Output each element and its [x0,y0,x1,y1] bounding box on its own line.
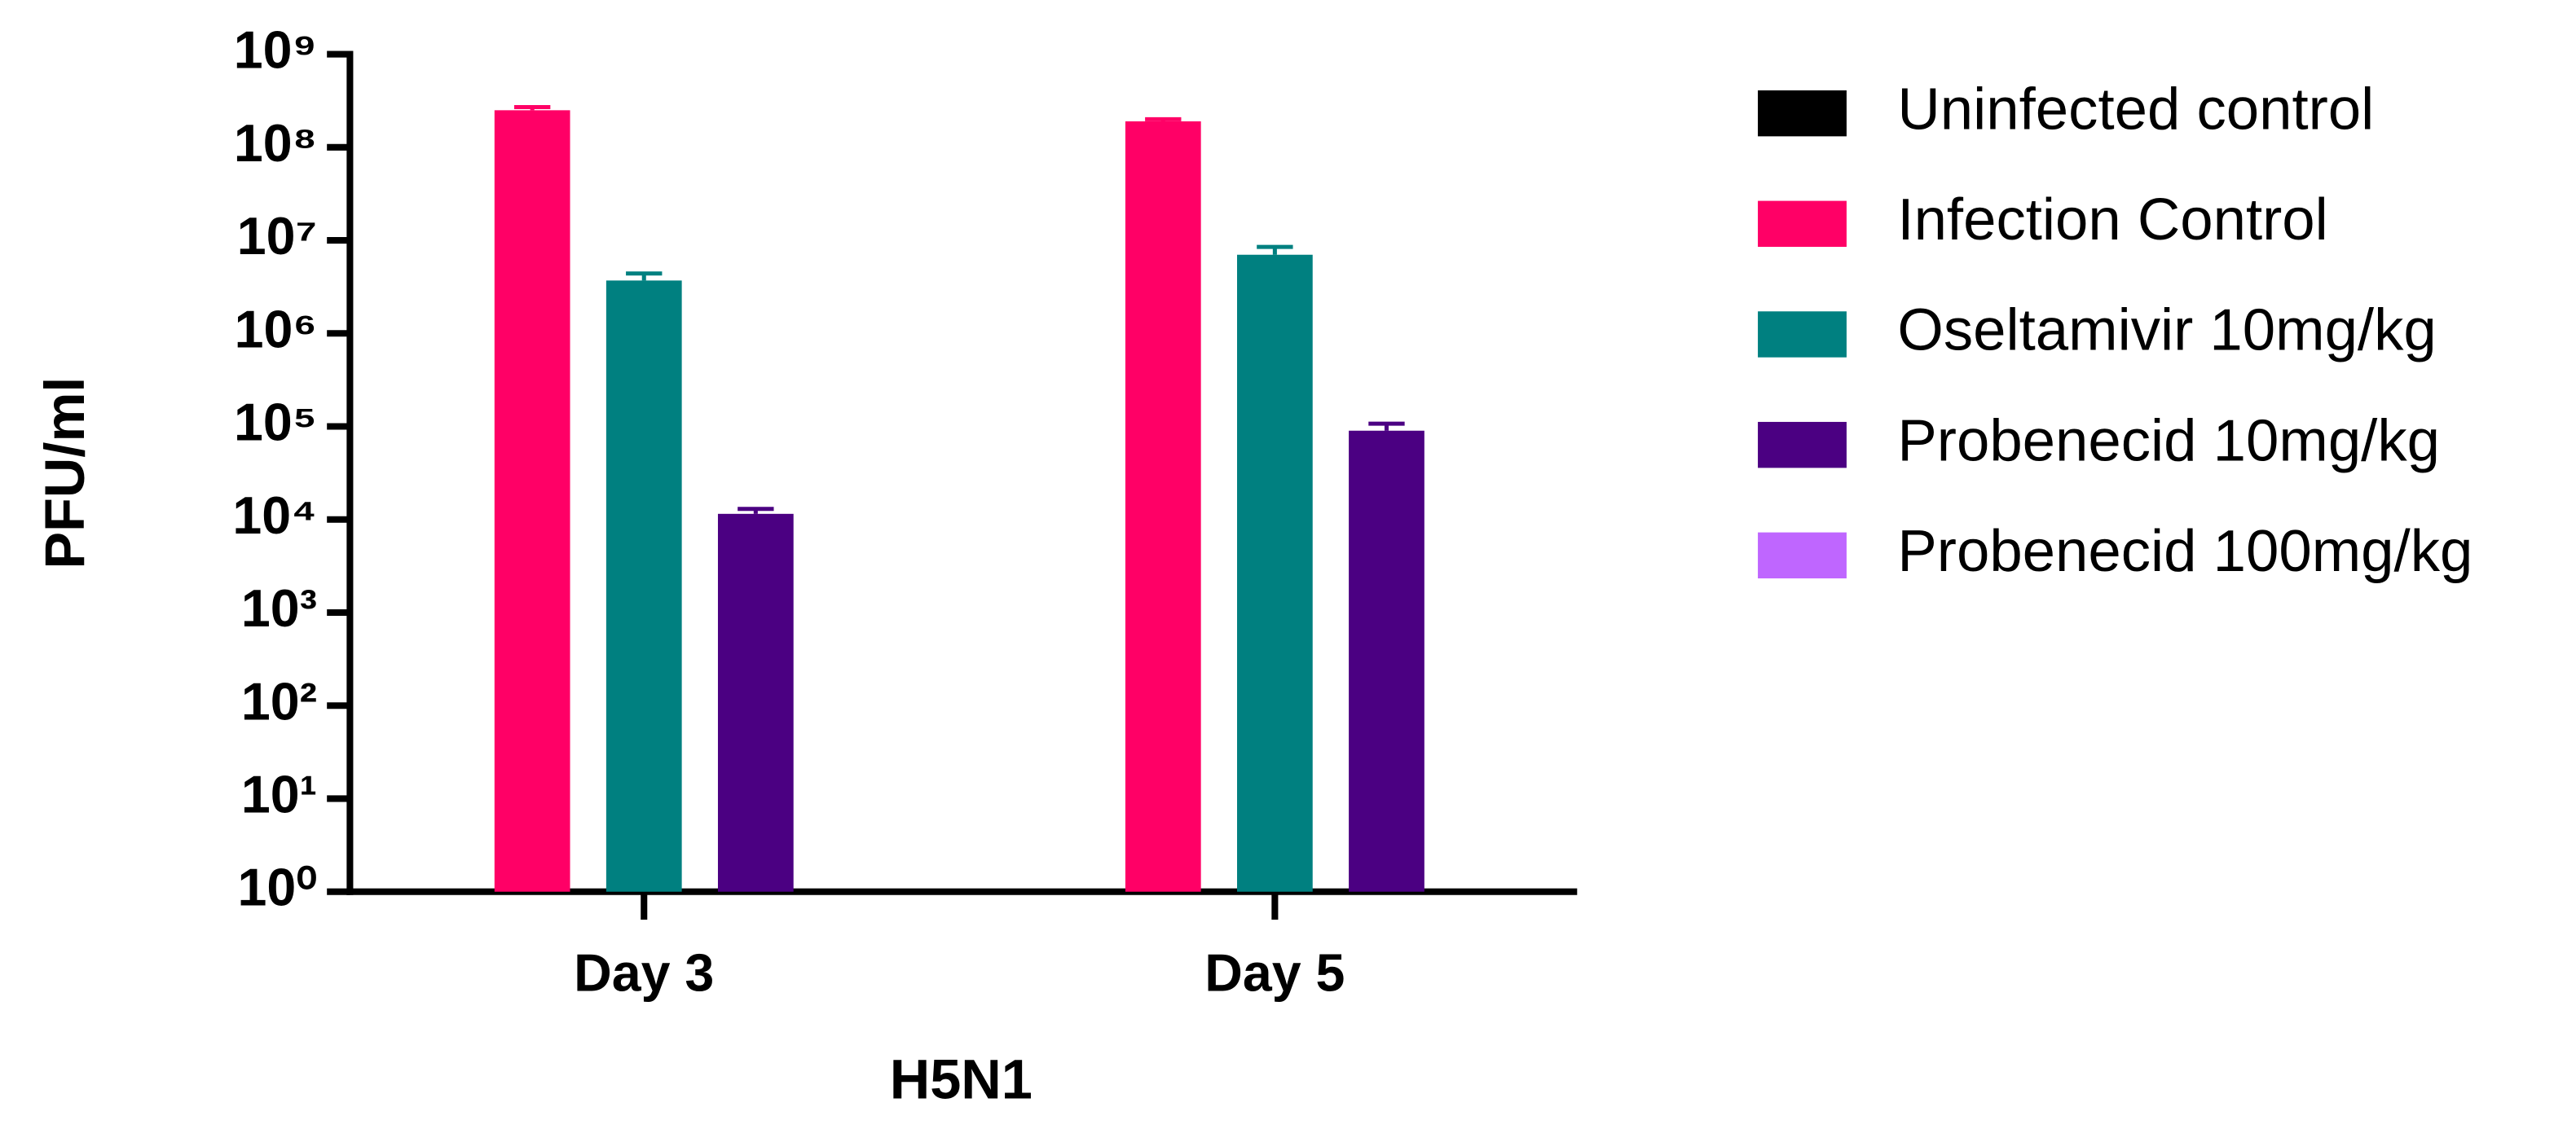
y-tick-label: 10¹ [241,766,317,824]
bar [1125,121,1201,892]
y-tick-label: 10⁵ [234,393,317,452]
bar [494,110,570,892]
legend-swatch [1758,421,1847,468]
legend-label: Uninfected control [1897,76,2374,142]
y-tick-label: 10² [241,672,317,731]
y-tick-label: 10⁷ [237,207,317,266]
y-tick-label: 10⁴ [232,486,317,545]
legend-label: Infection Control [1897,187,2327,253]
bar [605,280,682,892]
y-tick-label: 10⁹ [234,21,317,80]
legend-swatch [1758,90,1847,137]
legend-swatch [1758,200,1847,248]
y-tick-label: 10⁰ [237,859,317,917]
y-tick-label: 10⁶ [235,300,317,358]
bar [1349,430,1425,892]
x-axis-title: H5N1 [890,1048,1033,1111]
legend-label: Oseltamivir 10mg/kg [1897,297,2436,363]
legend-swatch [1758,311,1847,358]
legend-label: Probenecid 100mg/kg [1897,518,2473,584]
y-tick-label: 10⁸ [234,114,317,173]
x-tick-label: Day 5 [1204,944,1345,1003]
legend-label: Probenecid 10mg/kg [1897,407,2440,473]
bar [1237,254,1313,892]
bar [717,513,794,892]
x-tick-label: Day 3 [574,944,714,1003]
legend-swatch [1758,532,1847,579]
y-axis-title: PFU/ml [33,377,96,569]
y-tick-label: 10³ [241,579,317,638]
